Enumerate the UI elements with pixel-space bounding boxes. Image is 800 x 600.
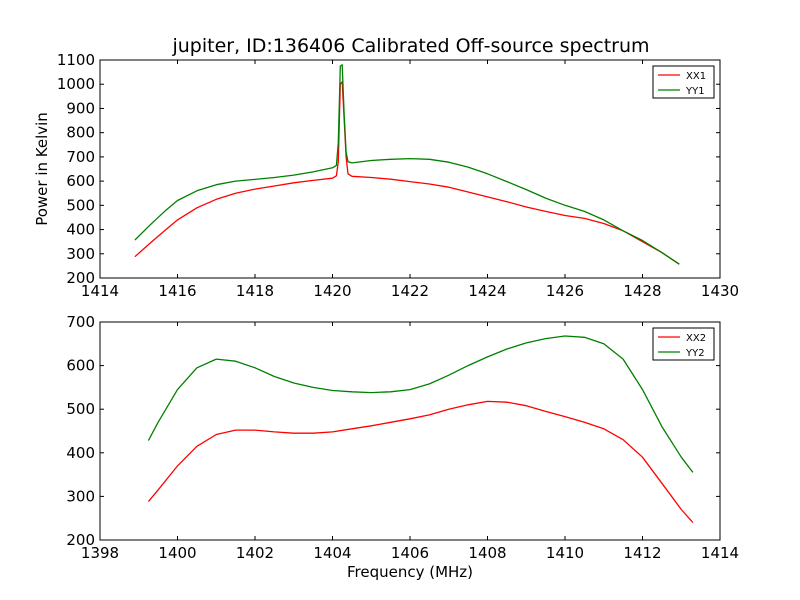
bottom-x-axis-label: Frequency (MHz) [347,563,473,581]
x-tick-label: 1418 [236,282,274,300]
y-tick-label: 500 [66,400,95,418]
y-tick-label: 700 [66,313,95,331]
x-tick-label: 1412 [623,544,661,562]
y-tick-label: 300 [66,487,95,505]
x-tick-label: 1430 [701,282,739,300]
y-tick-label: 400 [66,221,95,239]
series-line-yy2 [147,335,694,473]
legend-label-xx1: XX1 [686,71,706,82]
y-tick-label: 1100 [57,51,95,69]
legend-box [652,65,715,99]
y-tick-label: 700 [66,148,95,166]
x-tick-label: 1422 [391,282,429,300]
legend-label-xx2: XX2 [686,333,706,344]
x-tick-label: 1426 [546,282,584,300]
legend-label-yy1: YY1 [685,86,705,97]
x-tick-label: 1428 [623,282,661,300]
series-line-xx1 [134,81,680,265]
y-tick-label: 900 [66,99,95,117]
x-tick-label: 1402 [236,544,274,562]
x-tick-label: 1408 [468,544,506,562]
series-line-yy1 [134,64,680,265]
x-tick-label: 1416 [158,282,196,300]
x-tick-label: 1398 [81,544,119,562]
y-tick-label: 600 [66,357,95,375]
figure-title: jupiter, ID:136406 Calibrated Off-source… [171,35,649,57]
legend-label-yy2: YY2 [685,348,705,359]
y-tick-label: 600 [66,172,95,190]
y-tick-label: 1000 [57,75,95,93]
legend-box [652,327,715,361]
top-y-axis-label: Power in Kelvin [33,112,51,226]
x-tick-label: 1410 [546,544,584,562]
y-tick-label: 200 [66,269,95,287]
series-line-xx2 [147,400,694,524]
x-tick-label: 1424 [468,282,506,300]
x-tick-label: 1406 [391,544,429,562]
x-tick-label: 1414 [81,282,119,300]
x-tick-label: 1420 [313,282,351,300]
y-tick-label: 300 [66,245,95,263]
top-panel: Power in Kelvin 1414 1416 1418 1420 1422 1424… [33,51,739,300]
x-tick-label: 1414 [701,544,739,562]
y-tick-label: 800 [66,124,95,142]
y-tick-label: 400 [66,444,95,462]
bottom-panel: Frequency (MHz) 1398 1400 1402 1404 1406 1408… [66,313,739,581]
x-tick-label: 1400 [158,544,196,562]
x-tick-label: 1404 [313,544,351,562]
y-tick-label: 500 [66,196,95,214]
y-tick-label: 200 [66,531,95,549]
